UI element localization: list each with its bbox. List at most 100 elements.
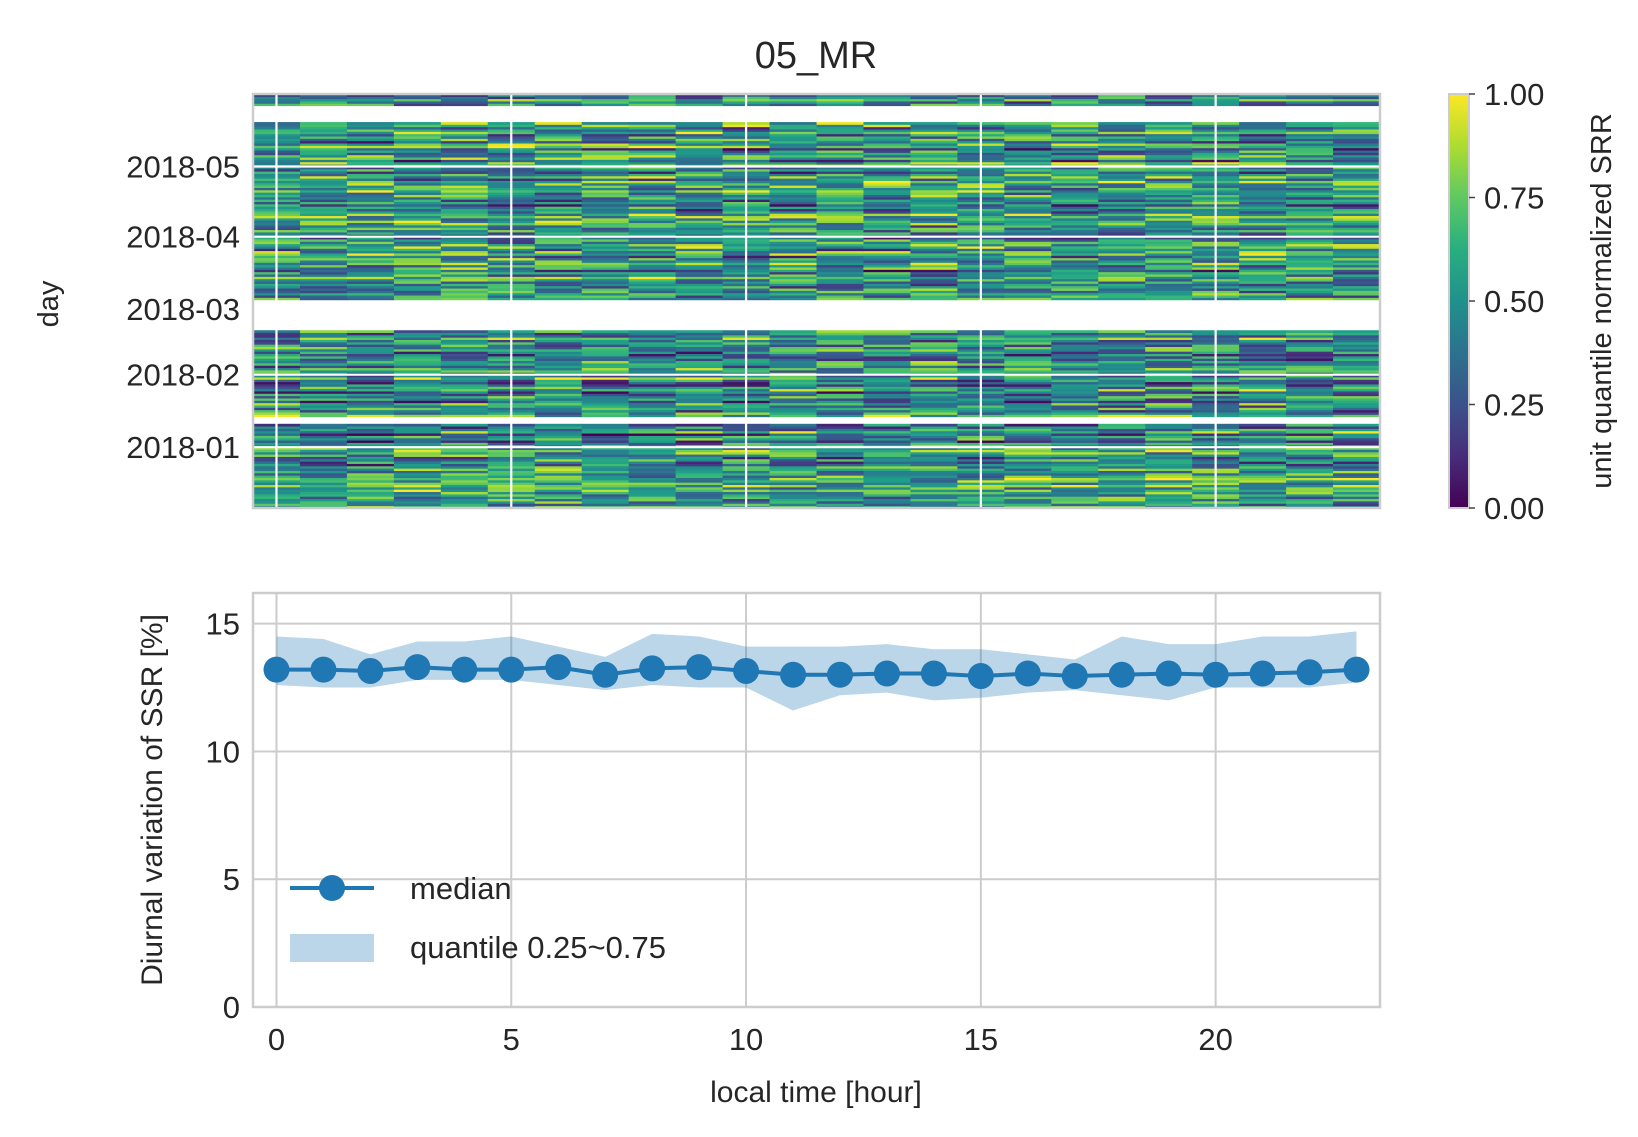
heatmap-cell [1239,442,1287,446]
heatmap-cell [346,96,395,100]
heatmap-cell [534,393,583,397]
heatmap-cell [534,384,583,387]
heatmap-cell [910,140,958,144]
heatmap-cell [299,208,348,212]
heatmap-cell [1239,255,1287,259]
heatmap-cell [1098,150,1146,153]
heatmap-cell [1098,224,1146,228]
heatmap-cell [1333,262,1380,266]
heatmap-cell [628,157,677,160]
heatmap-cell [346,278,395,282]
heatmap-cell [816,145,864,149]
heatmap-cell [628,428,677,432]
heatmap-cell [910,126,958,130]
heatmap-cell [769,236,817,240]
heatmap-cell [816,222,864,226]
heatmap-cell [1286,262,1334,266]
heatmap-cell [1145,220,1193,224]
heatmap-cell [1286,409,1334,413]
heatmap-cell [393,377,442,380]
heatmap-cell [440,274,489,277]
heatmap-cell [675,449,723,453]
heatmap-cell [440,168,489,172]
heatmap-cell [534,398,583,401]
heatmap-cell [346,498,395,502]
heatmap-cell [1286,348,1334,352]
heatmap-cell [1239,147,1287,151]
heatmap-cell [1286,131,1334,135]
heatmap-cell [346,447,395,450]
heatmap-cell [1333,126,1380,130]
heatmap-cell [1051,398,1099,401]
heatmap-cell [1239,365,1287,369]
heatmap-cell [816,182,864,186]
heatmap-cell [440,101,489,104]
heatmap-cell [1239,377,1287,380]
heatmap-cell [534,468,583,471]
heatmap-cell [346,103,395,107]
heatmap-cell [1004,500,1052,504]
heatmap-cell [299,475,348,478]
heatmap-cell [1098,281,1146,284]
heatmap-cell [1286,334,1334,338]
heatmap-cell [769,138,817,142]
heatmap-cell [769,98,817,102]
heatmap-cell [440,166,489,170]
heatmap-cell [816,187,864,191]
heatmap-cell [1051,192,1099,195]
heatmap-cell [346,178,395,181]
heatmap-cell [910,493,958,497]
heatmap-cell [1333,267,1380,270]
heatmap-cell [628,407,677,411]
heatmap-cell [910,222,958,226]
heatmap-cell [863,292,911,296]
heatmap-cell [1145,388,1193,392]
heatmap-cell [769,253,817,256]
heatmap-cell [769,295,817,298]
heatmap-cell [440,210,489,214]
heatmap-cell [675,262,723,266]
heatmap-cell [299,435,348,439]
heatmap-cell [1051,465,1099,469]
heatmap-cell [1098,351,1146,355]
heatmap-cell [910,264,958,268]
heatmap-cell [816,409,864,413]
heatmap-cell [393,500,442,504]
heatmap-cell [1098,227,1146,231]
heatmap-cell [393,503,442,507]
heatmap-cell [299,168,348,172]
heatmap-cell [1004,253,1052,256]
heatmap-cell [346,147,395,151]
heatmap-cell [1145,475,1193,478]
heatmap-cell [440,232,489,235]
heatmap-cell [1286,391,1334,394]
heatmap-cell [675,189,723,193]
heatmap-cell [1098,288,1146,291]
heatmap-cell [1004,472,1052,476]
heatmap-frame [251,92,1382,510]
heatmap-cell [675,405,723,408]
heatmap-cell [440,187,489,191]
heatmap-cell [628,196,677,200]
heatmap-cell [581,295,630,298]
heatmap-cell [440,255,489,259]
heatmap-cell [1333,407,1380,411]
heatmap-cell [675,362,723,366]
heatmap-cell [769,281,817,284]
heatmap-cell [299,182,348,186]
heatmap-cell [1098,276,1146,280]
heatmap-cell [1333,159,1380,163]
heatmap-cell [675,138,723,142]
heatmap-cell [910,297,958,301]
heatmap-cell [1286,414,1334,418]
heatmap-cell [863,295,911,298]
heatmap-cell [1286,440,1334,443]
heatmap-cell [1239,180,1287,184]
heatmap-cell [675,482,723,486]
heatmap-cell [863,458,911,462]
heatmap-cell [910,217,958,221]
heatmap-cell [299,458,348,462]
heatmap-cell [910,157,958,160]
heatmap-cell [299,274,348,277]
heatmap-cell [628,96,677,100]
